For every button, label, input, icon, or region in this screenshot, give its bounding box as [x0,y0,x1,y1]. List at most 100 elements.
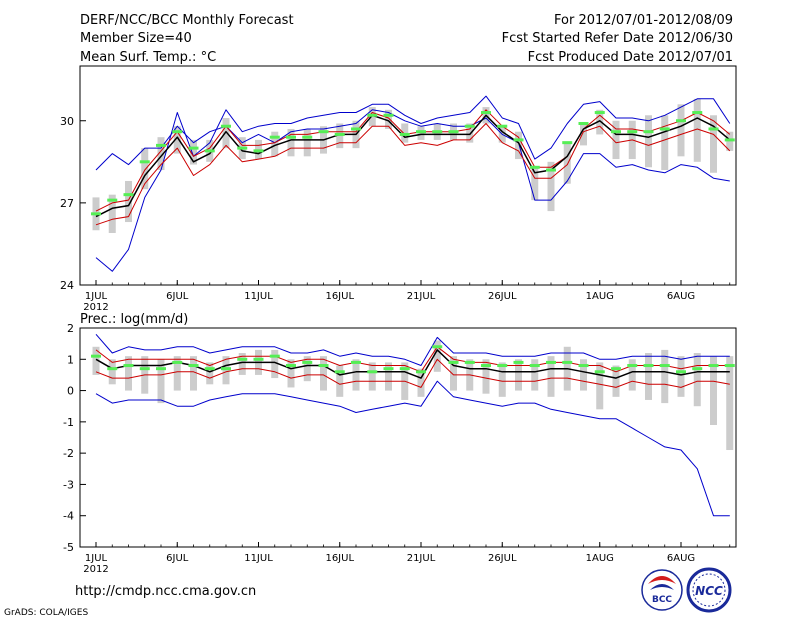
forecast-period: For 2012/07/01-2012/08/09 [554,13,733,28]
prec-ytick-label-5: 0 [67,385,74,398]
prec-line-max [95,333,730,366]
member-size: Member Size=40 [80,31,192,46]
ncc-logo-inner-ring [692,573,726,607]
prec-line-mean [95,349,730,379]
prec-spread-box-16 [352,359,360,391]
prec-spread-box-35 [661,349,669,404]
prec-ytick-label-6: 1 [67,353,74,366]
prec-spread-box-4 [157,359,165,404]
prec-spread-box-27 [531,359,539,391]
temp-spread-box-1 [108,194,116,233]
grads-credit: GrADS: COLA/IGES [4,608,88,618]
prec-line-upper [95,346,730,373]
source-url[interactable]: http://cmdp.ncc.cma.gov.cn [75,584,256,599]
temp-spread-box-23 [466,123,474,143]
temp-spread-box-18 [385,109,392,129]
bcc-logo-swirl-red [648,576,676,584]
temp-spread-box-27 [531,167,539,201]
temp-spread-box-6 [190,139,197,165]
prec-ytick-label-7: 2 [67,322,74,335]
prec-spread-box-17 [368,362,376,391]
temp-spread-box-30 [580,123,587,146]
prec-spread-box-13 [303,356,311,382]
prec-spread-box-21 [433,340,441,372]
prec-spread-box-36 [677,356,685,397]
prec-xtick-label-2: 11JUL [244,553,273,564]
temp-xtick-label-1: 6JUL [166,291,189,302]
prec-ytick-label-3: -2 [63,447,74,460]
prec-spread-box-20 [417,368,425,397]
prec-ytick-label-0: -5 [63,541,74,554]
temp-line-max [95,95,731,272]
temp-line-mean [95,114,731,218]
temp-line-lower [95,123,731,226]
temp-ytick-label-1: 27 [60,197,74,210]
ncc-logo: NCC [686,567,732,613]
temp-spread-box-32 [612,120,620,160]
temp-xtick-label-2: 11JUL [244,291,273,302]
temp-spread-box-13 [303,128,311,157]
temp-spread-box-4 [157,137,165,171]
ncc-logo-ring [686,567,732,613]
prec-spread-box-25 [498,362,506,397]
prec-spread-box-9 [238,353,246,375]
prec-xtick-label-6: 1AUG [586,553,614,564]
bcc-logo-text: BCC [652,595,672,605]
prec-spread-box-7 [206,362,214,385]
prec-spread-box-8 [222,356,230,385]
prec-spread-box-39 [726,356,734,451]
temp-line-min [95,109,730,201]
prec-xtick-label-7: 6AUG [667,553,695,564]
prec-spread-box-6 [190,356,197,391]
prec-spread-box-34 [645,353,652,400]
temp-spread-box-38 [710,115,717,173]
bcc-logo-swirl-blue [650,584,674,590]
temp-chart: 24 27 30 1JUL 6JUL 11JUL 16JUL 21JUL 26JUL 1AUG 6A… [60,95,735,313]
ncc-logo-text: NCC [695,584,723,598]
temp-ytick-label-2: 30 [60,115,74,128]
temp-ytick-label-0: 24 [60,279,74,292]
temp-xtick-label-3: 16JUL [325,291,354,302]
prec-ytick-label-1: -4 [63,510,74,523]
prec-spread-box-37 [693,353,701,407]
prec-spread-box-28 [547,356,555,397]
prec-spread-box-11 [271,349,279,379]
prec-panel-title: Prec.: log(mm/d) [80,312,188,327]
temp-spread-box-5 [173,126,181,154]
prec-ytick-label-4: -1 [63,416,74,429]
temp-line-upper [95,109,731,212]
prec-spread-box-30 [580,359,587,391]
prec-line-lower [95,358,730,388]
bcc-logo: BCC [641,569,683,611]
variable-label: Mean Surf. Temp.: °C [80,50,216,65]
prec-xtick-label-3: 16JUL [325,553,354,564]
temp-spread-box-29 [563,142,571,184]
prec-spread-box-1 [108,359,116,385]
bcc-logo-ring [641,569,683,611]
temp-xtick-label-0: 1JUL [85,291,108,302]
temp-xtick-label-4: 21JUL [407,291,436,302]
prec-spread-box-22 [450,356,457,391]
temp-spread-box-35 [661,115,669,171]
prec-spread-box-26 [515,359,522,391]
prec-year-label: 2012 [83,564,108,575]
prec-line-min [95,380,730,517]
prec-spread-box-5 [173,356,181,391]
temp-spread-box-8 [222,118,230,149]
temp-spread-box-28 [547,161,555,212]
prec-spread-box-14 [320,356,327,391]
prec-spread-box-0 [92,346,100,375]
temp-spread-box-34 [645,115,652,168]
temp-year-label: 2012 [83,302,108,313]
temp-spread-box-31 [596,109,604,135]
prec-spread-box-32 [612,365,620,397]
temp-spread-box-3 [141,148,149,190]
temp-xtick-label-7: 6AUG [667,291,695,302]
prec-spread-box-15 [336,365,344,397]
prec-xtick-label-4: 21JUL [407,553,436,564]
temp-spread-box-37 [693,98,701,162]
prec-spread-box-33 [628,359,636,391]
temp-spread-box-2 [125,180,132,223]
prec-spread-box-18 [385,362,392,391]
